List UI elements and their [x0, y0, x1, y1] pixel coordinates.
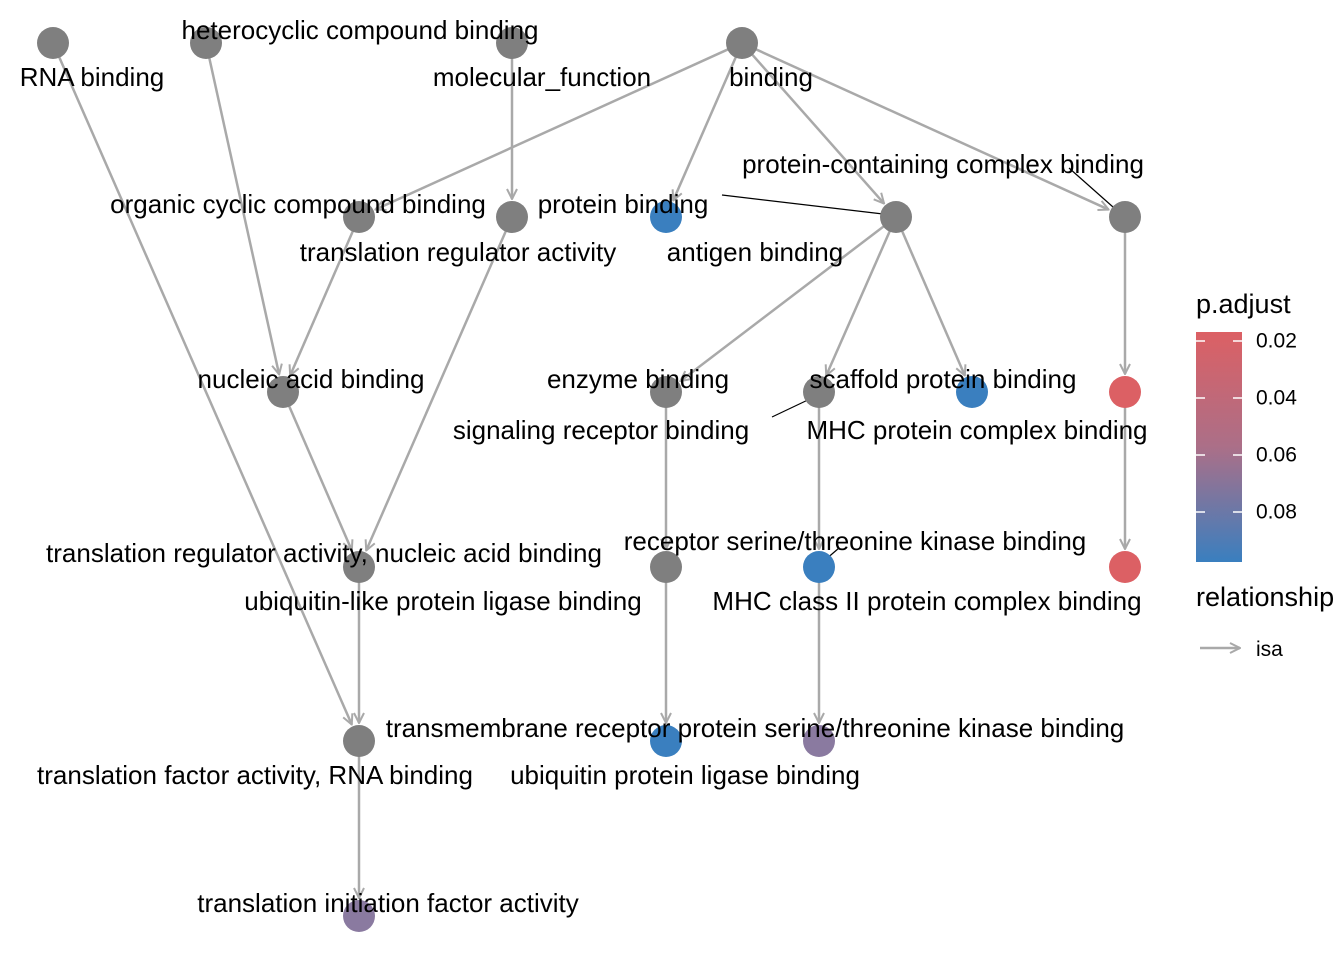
node-label-signaling: signaling receptor binding: [453, 415, 749, 445]
node-mhc: [1109, 376, 1141, 408]
node-binding: [726, 27, 758, 59]
node-rna: [37, 27, 69, 59]
node-label-trna: translation regulator activity, nucleic …: [46, 538, 602, 568]
node-scaffold: [956, 376, 988, 408]
colorbar-tick-label: 0.04: [1256, 387, 1297, 410]
edge-nucleic-to-trna: [283, 394, 352, 551]
colorbar-tick-label: 0.02: [1256, 330, 1297, 353]
node-label-tmrstk: transmembrane receptor protein serine/th…: [386, 713, 1125, 743]
edge-binding-to-organic: [375, 43, 740, 209]
edge-protein-to-signaling: [826, 219, 896, 376]
colorbar-tick-label: 0.06: [1256, 444, 1297, 467]
node-organic: [343, 201, 375, 233]
edge-transreg-to-trna: [366, 219, 512, 551]
node-label-antigen: antigen binding: [667, 237, 843, 267]
node-label-organic: organic cyclic compound binding: [110, 189, 486, 219]
edge-binding-to-protein: [743, 44, 884, 203]
edge-binding-to-antigen: [673, 45, 742, 201]
legend: p.adjust 0.02 0.04 0.06 0.08 relationship i…: [1196, 289, 1334, 661]
node-ubl: [650, 551, 682, 583]
node-label-rna: RNA binding: [20, 62, 165, 92]
nodes: [37, 27, 1141, 932]
node-label-ubiq: ubiquitin protein ligase binding: [510, 760, 860, 790]
colorbar-ticks: 0.02 0.04 0.06 0.08: [1196, 330, 1297, 524]
node-label-enzyme: enzyme binding: [547, 364, 729, 394]
label-leader-line: [771, 397, 813, 418]
node-label-ubl: ubiquitin-like protein ligase binding: [244, 586, 641, 616]
label-leader-line: [721, 194, 884, 215]
node-label-tifa: translation initiation factor activity: [197, 888, 579, 918]
legend-title-padjust: p.adjust: [1196, 289, 1291, 319]
edge-hetero-to-nucleic: [205, 45, 279, 374]
colorbar: [1196, 332, 1242, 562]
node-tmrstk: [803, 725, 835, 757]
node-label-nucleic: nucleic acid binding: [198, 364, 425, 394]
node-label-protein: protein binding: [538, 189, 709, 219]
node-trna: [343, 551, 375, 583]
edge-organic-to-nucleic: [290, 219, 359, 376]
node-signaling: [803, 376, 835, 408]
node-protein: [880, 201, 912, 233]
edge-rna-to-tfa: [53, 45, 351, 725]
node-label-rstk: receptor serine/threonine kinase binding: [624, 526, 1087, 556]
node-transreg: [496, 201, 528, 233]
node-rstk: [803, 551, 835, 583]
node-antigen: [650, 201, 682, 233]
legend-item-isa: isa: [1256, 638, 1283, 661]
node-label-scaffold: scaffold protein binding: [810, 364, 1077, 394]
edges: [53, 43, 1125, 898]
edge-protein-to-scaffold: [896, 219, 965, 376]
node-label-hetero: heterocyclic compound binding: [182, 15, 539, 45]
node-mhc2: [1109, 551, 1141, 583]
node-label-mhc2: MHC class II protein complex binding: [712, 586, 1141, 616]
node-hetero: [190, 27, 222, 59]
node-label-pccb: protein-containing complex binding: [742, 149, 1144, 179]
colorbar-tick-label: 0.08: [1256, 501, 1297, 524]
node-tfa: [343, 725, 375, 757]
node-ubiq: [650, 725, 682, 757]
node-label-mhc: MHC protein complex binding: [806, 415, 1147, 445]
node-labels: RNA binding heterocyclic compound binding…: [20, 15, 1148, 918]
label-leader-line: [1068, 167, 1114, 208]
node-molfun: [496, 27, 528, 59]
node-pccb: [1109, 201, 1141, 233]
node-label-binding: binding: [729, 62, 813, 92]
node-label-molfun: molecular_function: [433, 62, 651, 92]
node-nucleic: [267, 376, 299, 408]
edge-protein-to-enzyme: [680, 217, 895, 381]
node-tifa: [343, 900, 375, 932]
edge-binding-to-pccb: [744, 43, 1109, 209]
node-enzyme: [650, 376, 682, 408]
node-label-transreg: translation regulator activity: [300, 237, 616, 267]
legend-title-relationship: relationship: [1196, 582, 1334, 612]
node-label-tfa: translation factor activity, RNA binding: [37, 760, 473, 790]
